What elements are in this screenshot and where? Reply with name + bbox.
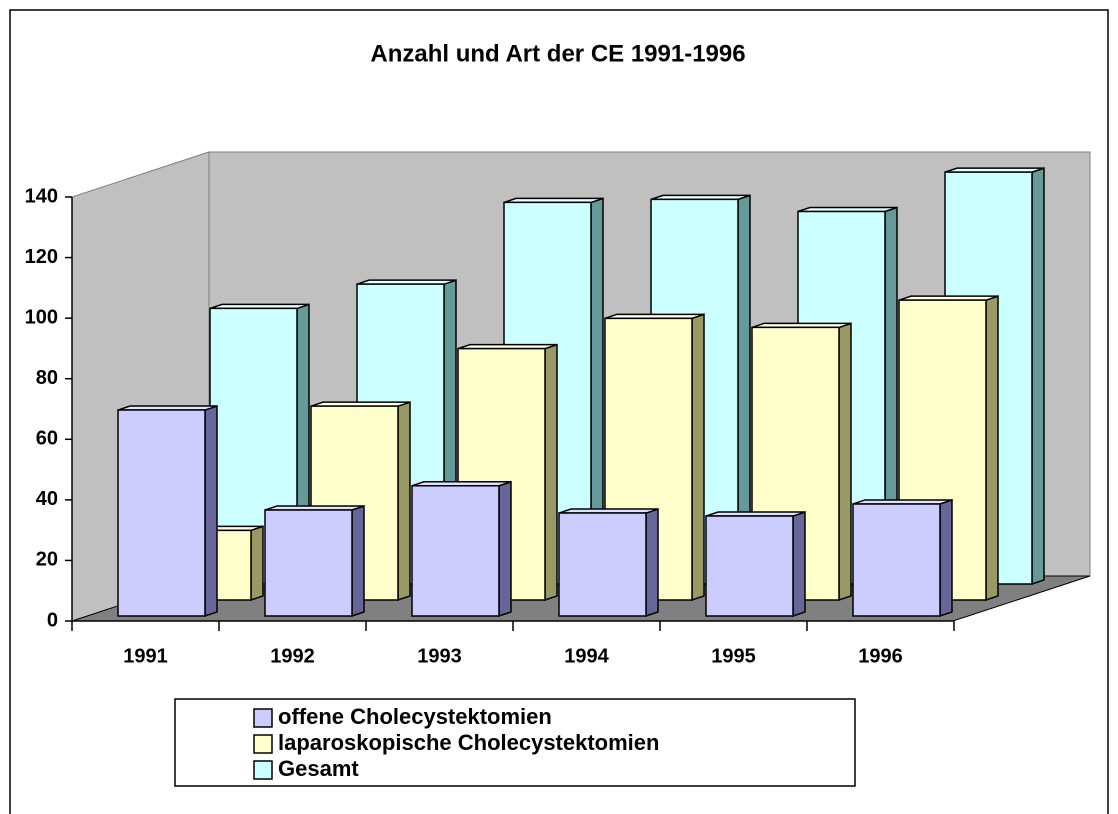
y-tick-label: 140 [25,185,58,207]
bar-face [411,485,500,617]
bar [264,504,365,618]
y-tick-label: 120 [25,246,58,268]
bar-face [558,512,647,617]
x-tick-label: 1996 [858,645,903,667]
bar-side [397,401,411,602]
bar-face [705,515,794,617]
bar-face [117,409,206,617]
legend-swatch [253,708,273,728]
y-tick-label: 40 [36,488,58,510]
bar [558,507,659,618]
x-tick-label: 1991 [123,645,168,667]
x-tick-label: 1993 [417,645,462,667]
legend [174,698,856,787]
y-tick-label: 20 [36,549,58,571]
bar-side [204,405,218,618]
bar-side [498,480,512,618]
frame [9,9,1109,814]
bar-side [645,507,659,618]
bar [411,480,512,618]
bar-face [852,503,941,617]
y-tick-label: 80 [36,367,58,389]
x-tick-label: 1995 [711,645,756,667]
bar-side [939,498,953,618]
bar-side [250,525,264,602]
y-tick-label: 100 [25,306,58,328]
legend-label: offene Cholecystektomien [278,704,552,729]
legend-swatch [253,760,273,780]
bar-side [792,511,806,618]
y-tick-label: 60 [36,428,58,450]
bar [705,511,806,618]
legend-label: laparoskopische Cholecystektomien [278,730,659,755]
bar-side [838,322,852,602]
bar [852,498,953,618]
bar-side [691,313,705,602]
legend-label: Gesamt [278,756,359,781]
legend-swatch [253,734,273,754]
x-tick-label: 1992 [270,645,315,667]
y-tick-label: 0 [47,609,58,631]
bar-side [351,504,365,618]
x-tick-label: 1994 [564,645,609,667]
bar-face [264,509,353,617]
bar-side [985,295,999,602]
chart-title: Anzahl und Art der CE 1991-1996 [370,40,745,67]
bar-side [544,343,558,602]
bar [117,405,218,618]
bar-side [1031,167,1045,586]
